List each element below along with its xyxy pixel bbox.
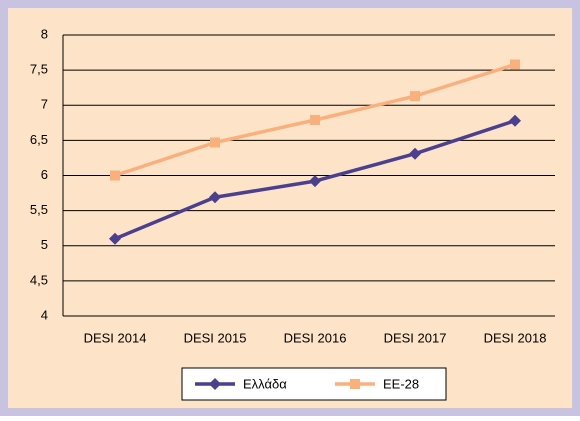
y-tick-label: 4,5 [30,272,48,287]
y-tick-label: 7,5 [30,62,48,77]
y-tick-label: 4 [41,307,48,322]
x-tick-label: DESI 2015 [184,330,247,345]
legend-marker [350,379,360,389]
y-tick-label: 8 [41,26,48,41]
data-point [410,91,420,102]
legend-marker [209,378,221,390]
data-point [209,191,221,204]
y-tick-label: 5,5 [30,202,48,217]
data-point [210,137,220,148]
y-tick-label: 6,5 [30,132,48,147]
x-tick-label: DESI 2018 [484,330,547,345]
x-tick-label: DESI 2017 [384,330,447,345]
data-point [110,170,120,181]
x-tick-label: DESI 2016 [284,330,347,345]
data-point [510,59,520,70]
data-point [409,147,421,160]
data-point [309,175,321,188]
data-point [109,232,121,245]
y-tick-label: 5 [41,237,48,252]
y-tick-label: 6 [41,167,48,182]
legend-label: EE-28 [383,376,419,391]
y-tick-label: 7 [41,97,48,112]
legend-label: Ελλάδα [243,376,287,391]
x-tick-label: DESI 2014 [84,330,147,345]
data-point [310,115,320,126]
chart-background [8,8,572,408]
data-point [509,114,521,127]
